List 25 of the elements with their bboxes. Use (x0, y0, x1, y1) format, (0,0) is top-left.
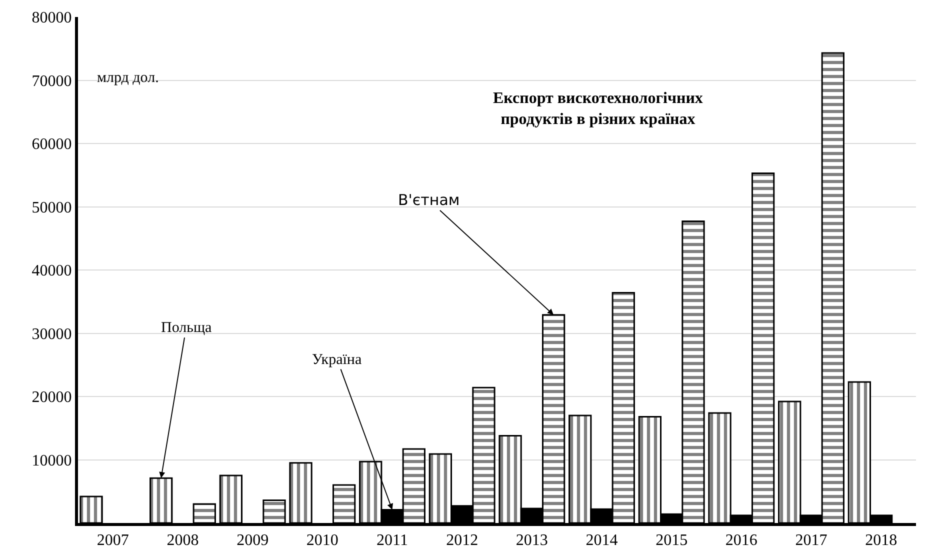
y-tick-label: 10000 (32, 452, 72, 470)
text: Польща (161, 320, 212, 336)
x-tick-label: 2008 (166, 532, 199, 550)
y-tick-label: 50000 (32, 199, 72, 216)
y-tick-label: 70000 (32, 72, 72, 90)
x-tick-label: 2015 (656, 532, 688, 550)
x-tick-label: 2013 (516, 532, 548, 550)
x-tick-label: 2012 (446, 532, 478, 550)
y-axis-title: млрд дол. (97, 70, 159, 86)
x-tick-label: 2016 (725, 532, 758, 550)
x-tick-label: 2010 (306, 532, 338, 550)
y-tick-label: 60000 (32, 136, 72, 154)
x-tick-label: 2011 (376, 532, 408, 550)
text: Експорт вискотехнологічних продуктів в різних країнах (493, 90, 703, 128)
x-tick-label: 2014 (586, 532, 618, 550)
x-tick-label: 2007 (96, 532, 129, 550)
x-tick-label: 2018 (865, 532, 898, 550)
text: Україна (312, 352, 362, 368)
y-tick-label: 80000 (32, 10, 72, 27)
text: В'єтнам (398, 191, 460, 209)
y-tick-label: 30000 (32, 326, 72, 343)
y-tick-label: 40000 (32, 262, 72, 280)
x-tick-label: 2009 (236, 532, 269, 550)
y-tick-label: 20000 (32, 389, 72, 406)
x-tick-label: 2017 (795, 532, 828, 550)
